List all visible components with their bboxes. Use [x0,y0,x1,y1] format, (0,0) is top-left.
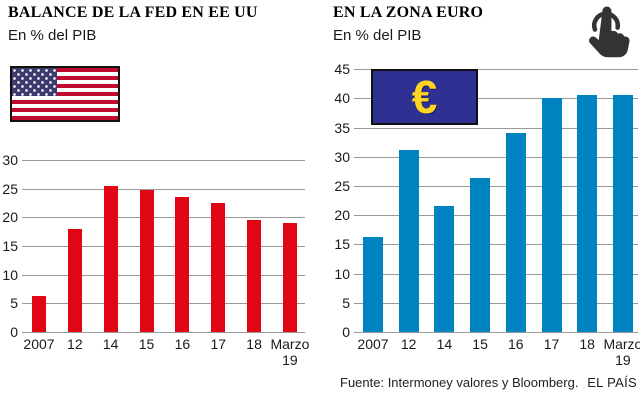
fed-chart-title: BALANCE DE LA FED EN EE UU [8,4,258,21]
fed-y-tick-label: 15 [2,238,18,255]
fed-y-tick-label: 25 [2,180,18,197]
euro-bar-14 [434,206,455,332]
brand-label: EL PAÍS [587,375,637,390]
fed-gridline-20 [22,217,305,219]
euro-y-tick-label: 25 [334,178,350,194]
fed-bar-18 [247,219,262,332]
euro-x-tick-label: 12 [400,336,417,352]
fed-gridline-15 [22,246,305,248]
tap-hand-icon[interactable] [576,2,636,60]
fed-x-tick-label: 2007 [23,336,55,352]
euro-bar-16 [505,133,526,332]
fed-bar-16 [175,196,190,332]
fed-chart-subtitle: En % del PIB [8,27,97,44]
euro-chart-title: EN LA ZONA EURO [333,4,484,21]
euro-x-tick-label: 17 [543,336,560,352]
euro-gridline-30 [354,156,638,158]
fed-y-tick-label: 5 [10,295,18,312]
fed-x-tick-label: 14 [102,336,119,352]
fed-x-tick-label: 16 [174,336,191,352]
fed-y-tick-label: 20 [2,209,18,226]
euro-gridline-0 [354,332,638,333]
source-credit: Fuente: Intermoney valores y Bloomberg. [340,375,579,390]
euro-chart-subtitle: En % del PIB [333,27,422,44]
euro-y-tick-label: 10 [334,265,350,282]
fed-gridline-0 [22,332,305,333]
euro-bar-2007 [363,236,383,332]
fed-gridline-10 [22,274,305,276]
euro-bar-15 [470,178,491,332]
fed-y-tick-label: 0 [10,324,18,340]
fed-bar-14 [103,186,118,332]
euro-gridline-20 [354,215,638,217]
euro-y-tick-label: 20 [334,207,350,224]
euro-symbol-icon: € [411,71,438,123]
euro-y-tick-label: 45 [334,61,350,78]
euro-gridline-35 [354,127,638,129]
fed-bar-15 [139,190,154,332]
fed-y-tick-label: 10 [2,266,18,283]
euro-x-tick-label: 16 [508,336,524,352]
euro-gridline-15 [354,244,638,246]
euro-gridline-10 [354,273,638,275]
fed-y-tick-label: 30 [2,152,18,169]
euro-gridline-40 [354,98,638,100]
euro-x-tick-label: 2007 [357,336,389,352]
euro-y-tick-label: 35 [334,119,350,136]
euro-x-tick-label: Marzo 19 [603,336,640,368]
us-flag-stars-canton [12,68,57,96]
fed-gridline-5 [22,303,305,305]
fed-x-tick-label: 12 [67,336,83,352]
euro-x-tick-label: 14 [436,336,453,352]
euro-bar-17 [541,98,562,332]
euro-y-tick-label: 15 [334,236,350,253]
us-flag [10,66,120,122]
euro-x-tick-label: 18 [579,336,595,352]
fed-x-tick-label: 18 [246,336,262,352]
euro-flag: € [371,69,478,125]
euro-y-tick-label: 40 [334,90,350,107]
fed-bar-2007 [32,296,46,332]
euro-y-tick-label: 5 [342,294,350,311]
fed-x-tick-label: 17 [210,336,227,352]
euro-x-tick-label: 15 [472,336,488,352]
euro-gridline-45 [354,69,638,71]
euro-bar-Marzo-19 [612,94,633,332]
euro-y-tick-label: 0 [342,324,350,340]
fed-x-tick-label: Marzo 19 [270,336,310,368]
fed-bar-Marzo-19 [282,223,297,332]
fed-gridline-25 [22,188,305,190]
euro-bar-12 [398,149,419,332]
fed-bar-12 [67,229,82,332]
euro-y-tick-label: 30 [334,148,350,165]
euro-gridline-25 [354,186,638,187]
euro-gridline-5 [354,302,638,304]
fed-x-tick-label: 15 [138,336,155,352]
fed-gridline-30 [22,160,305,162]
fed-bar-17 [211,203,226,332]
euro-bar-18 [577,94,598,332]
